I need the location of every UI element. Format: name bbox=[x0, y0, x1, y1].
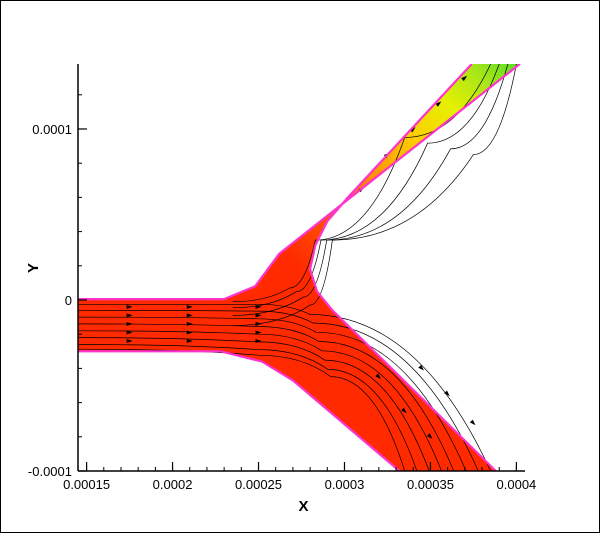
streamline-lower-4 bbox=[78, 330, 442, 472]
flow-arrow-10 bbox=[255, 304, 262, 309]
flow-arrow-5 bbox=[186, 304, 193, 309]
streamline-upper-10 bbox=[232, 64, 509, 316]
flow-arrow-4 bbox=[126, 339, 133, 344]
channel-walls bbox=[78, 64, 521, 472]
wall-upper-outer bbox=[78, 64, 521, 301]
flow-arrow-24 bbox=[435, 101, 442, 107]
flow-arrow-16 bbox=[401, 407, 407, 414]
streamline-lower-3 bbox=[78, 323, 455, 472]
flow-arrow-2 bbox=[126, 321, 133, 326]
flow-arrow-11 bbox=[255, 313, 262, 318]
upper-branch-velocity-field bbox=[279, 64, 520, 280]
flow-arrow-9 bbox=[186, 339, 193, 344]
streamline-lower-2 bbox=[78, 316, 467, 472]
x-tick-label: 0.0004 bbox=[497, 477, 537, 492]
streamlines bbox=[78, 64, 517, 472]
flow-arrow-7 bbox=[186, 321, 193, 326]
x-tick-label: 0.00015 bbox=[63, 477, 110, 492]
flow-arrow-20 bbox=[418, 364, 424, 371]
wall-junction-inner bbox=[309, 64, 497, 472]
x-tick-label: 0.00035 bbox=[407, 477, 454, 492]
x-tick-label: 0.0003 bbox=[325, 477, 365, 492]
x-tick-label: 0.0002 bbox=[153, 477, 193, 492]
axes: 0.00015 0.0002 0.00025 0.0003 0.00035 0.0004 -… bbox=[25, 64, 536, 515]
y-tick-label: 0.0001 bbox=[32, 122, 72, 137]
flow-arrow-23 bbox=[409, 127, 416, 133]
x-axis-title: X bbox=[298, 498, 308, 515]
y-axis-title: Y bbox=[25, 263, 42, 273]
flow-arrow-25 bbox=[461, 75, 468, 82]
fluid-region bbox=[78, 64, 520, 471]
streamline-lower-1 bbox=[78, 309, 479, 472]
streamline-upper-11 bbox=[232, 64, 517, 326]
streamline-lower-0 bbox=[78, 303, 491, 472]
flow-arrow-19 bbox=[469, 419, 476, 426]
wall-lower-outer bbox=[78, 350, 401, 472]
flow-arrow-15 bbox=[375, 373, 381, 380]
flow-arrow-17 bbox=[426, 433, 433, 439]
flow-arrow-3 bbox=[126, 330, 133, 335]
streamline-upper-9 bbox=[232, 64, 500, 309]
y-tick-label: -0.0001 bbox=[28, 464, 72, 479]
flow-arrow-6 bbox=[186, 313, 193, 318]
flow-arrow-12 bbox=[255, 321, 262, 326]
y-tick-label: 0 bbox=[65, 293, 72, 308]
flow-arrow-13 bbox=[255, 330, 262, 335]
flow-arrow-0 bbox=[126, 304, 133, 309]
x-tick-label: 0.00025 bbox=[235, 477, 282, 492]
flow-arrow-1 bbox=[126, 313, 133, 318]
streamline-lower-6 bbox=[78, 344, 418, 472]
flow-arrow-18 bbox=[444, 390, 450, 397]
flow-arrow-8 bbox=[186, 330, 193, 335]
streamline-lower-5 bbox=[78, 337, 430, 472]
flow-arrow-14 bbox=[255, 339, 262, 344]
